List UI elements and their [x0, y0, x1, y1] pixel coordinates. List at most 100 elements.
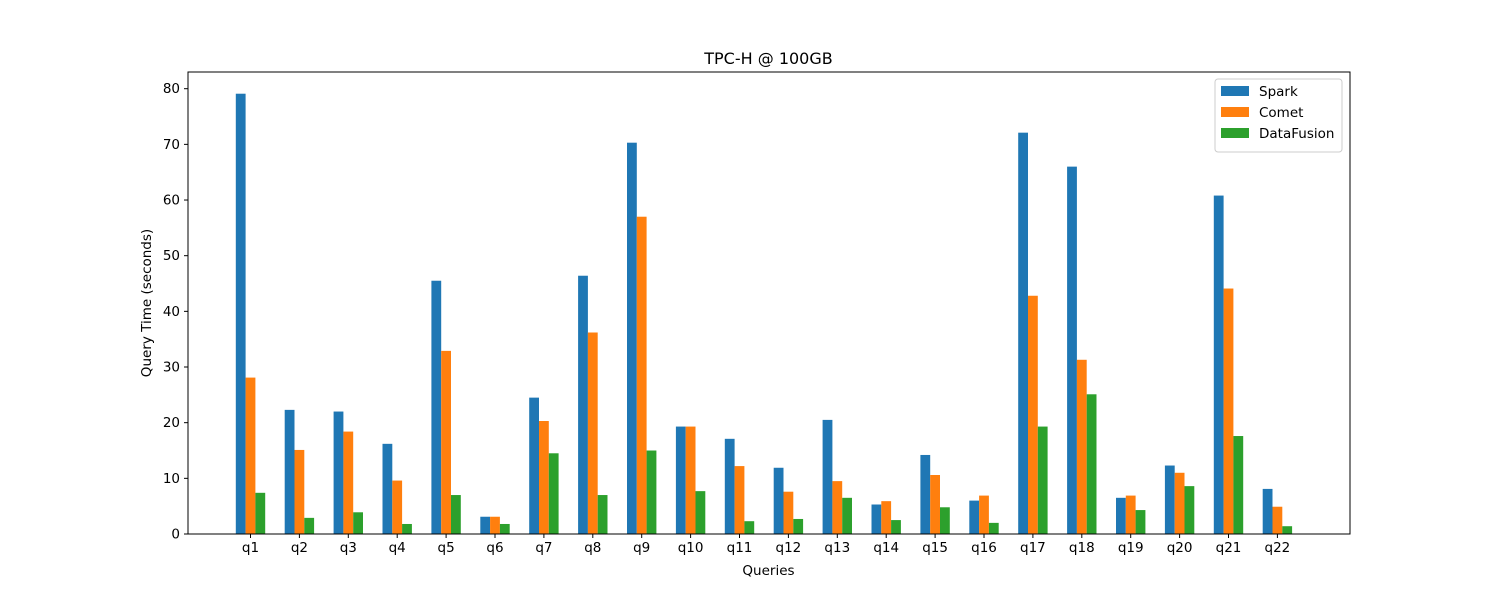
bar-spark-q15 [920, 454, 931, 534]
bar-comet-q22 [1272, 506, 1283, 534]
x-tick-label: q9 [633, 540, 650, 556]
bar-comet-q5 [441, 350, 451, 534]
bar-comet-q20 [1174, 472, 1185, 534]
legend-label-comet: Comet [1259, 105, 1303, 121]
bar-datafusion-q21 [1233, 436, 1244, 534]
bar-comet-q17 [1028, 295, 1038, 534]
bar-spark-q11 [724, 438, 735, 534]
legend-swatch-datafusion [1221, 128, 1249, 138]
bar-spark-q4 [382, 443, 393, 534]
x-tick-label: q22 [1265, 540, 1291, 556]
x-tick-label: q2 [291, 540, 308, 556]
bar-datafusion-q2 [304, 517, 315, 534]
x-tick-label: q8 [584, 540, 601, 556]
y-tick-label: 40 [163, 304, 180, 320]
bar-spark-q13 [822, 419, 833, 534]
bar-spark-q7 [529, 397, 539, 534]
bar-comet-q21 [1223, 288, 1234, 534]
bar-datafusion-q6 [499, 523, 510, 534]
bar-comet-q6 [490, 516, 500, 534]
x-tick-label: q14 [873, 540, 899, 556]
bar-spark-q8 [578, 275, 588, 534]
y-tick-label: 70 [163, 137, 180, 153]
y-tick-label: 50 [163, 248, 180, 264]
bar-comet-q15 [930, 475, 940, 534]
x-tick-label: q21 [1216, 540, 1242, 556]
bar-datafusion-q5 [451, 495, 461, 534]
bar-datafusion-q7 [548, 453, 559, 534]
y-tick-label: 0 [171, 527, 180, 543]
plot-frame [187, 71, 1351, 535]
bar-spark-q2 [284, 409, 295, 534]
legend: Spark Comet DataFusion [1214, 78, 1343, 153]
x-tick-label: q7 [535, 540, 552, 556]
bar-comet-q4 [392, 480, 403, 534]
x-tick-label: q20 [1167, 540, 1193, 556]
bar-spark-q12 [773, 467, 784, 534]
bar-spark-q18 [1067, 166, 1077, 534]
bar-comet-q11 [734, 466, 745, 534]
bar-datafusion-q11 [744, 521, 755, 534]
y-tick-label: 80 [163, 81, 180, 97]
bar-comet-q9 [636, 216, 647, 534]
x-tick-label: q5 [438, 540, 455, 556]
bar-comet-q7 [539, 421, 549, 534]
bar-datafusion-q19 [1135, 510, 1146, 534]
x-tick-label: q18 [1069, 540, 1095, 556]
bar-comet-q14 [881, 501, 892, 534]
bar-datafusion-q16 [988, 522, 999, 534]
bar-datafusion-q9 [646, 450, 657, 534]
bar-comet-q19 [1125, 495, 1136, 534]
x-tick-label: q12 [776, 540, 802, 556]
bar-datafusion-q22 [1282, 526, 1293, 534]
bar-spark-q10 [675, 426, 686, 534]
bar-datafusion-q15 [940, 507, 950, 534]
bar-comet-q18 [1076, 359, 1087, 534]
bar-spark-q1 [235, 93, 246, 535]
bar-datafusion-q12 [793, 518, 804, 534]
bar-datafusion-q3 [353, 512, 363, 534]
bar-spark-q14 [871, 504, 882, 534]
bar-spark-q16 [969, 500, 980, 534]
y-tick-label: 60 [163, 193, 180, 209]
bar-spark-q22 [1262, 488, 1273, 534]
bar-datafusion-q1 [255, 492, 266, 534]
x-tick-label: q4 [389, 540, 406, 556]
x-tick-label: q17 [1020, 540, 1046, 556]
bar-datafusion-q10 [695, 491, 706, 534]
legend-label-datafusion: DataFusion [1259, 126, 1334, 142]
bar-datafusion-q13 [842, 497, 852, 534]
x-tick-label: q3 [340, 540, 357, 556]
y-tick-label: 20 [163, 415, 180, 431]
x-tick-label: q13 [824, 540, 850, 556]
bar-spark-q9 [627, 142, 637, 534]
chart-title: TPC-H @ 100GB [703, 49, 832, 68]
x-tick-label: q15 [922, 540, 948, 556]
axes-group: 0 10 20 30 40 50 60 70 80 q1 q2 q3 q4 q5 q6 q7 q8 q9 q10 q1… [163, 71, 1351, 556]
bar-spark-q5 [431, 280, 442, 534]
bar-comet-q13 [832, 481, 843, 534]
x-tick-label: q11 [727, 540, 753, 556]
bar-spark-q17 [1018, 132, 1028, 535]
bar-spark-q21 [1213, 195, 1224, 534]
bar-spark-q20 [1164, 465, 1175, 534]
bar-comet-q2 [294, 449, 305, 534]
legend-swatch-spark [1221, 86, 1249, 96]
bar-comet-q8 [587, 332, 598, 534]
y-tick-label: 30 [163, 360, 180, 376]
bar-comet-q1 [245, 377, 256, 534]
y-tick-label: 10 [163, 471, 180, 487]
bar-datafusion-q20 [1184, 486, 1195, 534]
bar-comet-q12 [783, 491, 794, 534]
bars-group [235, 93, 1293, 535]
x-tick-label: q6 [486, 540, 503, 556]
bar-datafusion-q4 [402, 523, 412, 534]
x-tick-label: q1 [242, 540, 259, 556]
bar-datafusion-q18 [1086, 394, 1097, 534]
bar-datafusion-q17 [1037, 426, 1048, 534]
bar-spark-q6 [480, 516, 491, 534]
legend-swatch-comet [1221, 107, 1249, 117]
x-axis-label: Queries [742, 563, 794, 579]
